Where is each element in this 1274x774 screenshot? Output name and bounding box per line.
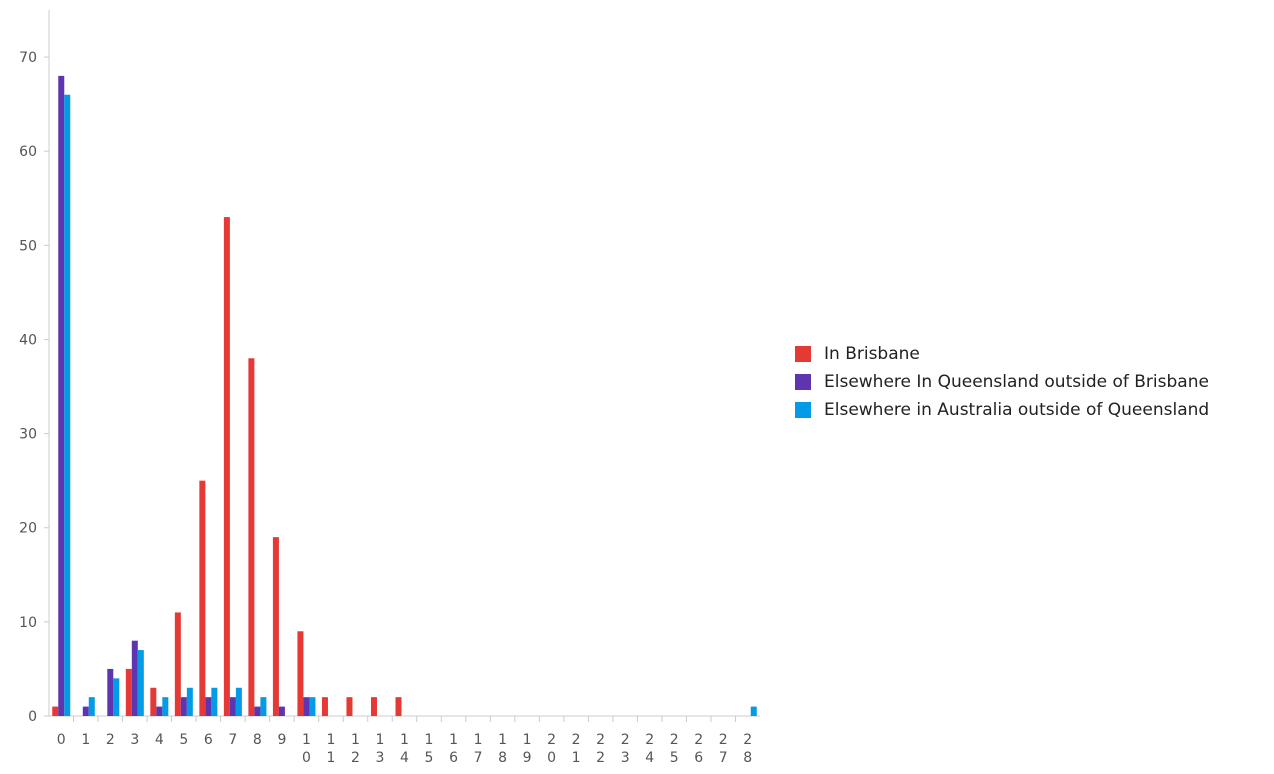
y-tick-label: 70 [19,50,37,66]
bar [150,687,157,716]
bar [58,75,65,717]
bar [248,358,255,716]
bar [260,697,267,716]
y-tick-label: 40 [19,332,37,348]
legend-label: Elsewhere In Queensland outside of Brisb… [824,372,1209,392]
legend-label: Elsewhere in Australia outside of Queens… [824,400,1210,420]
bar [174,612,181,716]
x-tick-label: 4 [155,732,164,748]
bar [750,706,757,716]
bar [297,631,304,716]
x-tick-label: 3 [130,732,139,748]
x-axis: 0 1 2 3 4 5 6 7 8 9 1 01 11 21 31 41 51 61 71 81 92 02 12 22 32 4… [49,715,760,766]
legend-label: In Brisbane [824,344,920,364]
bar [113,678,120,716]
x-tick-label: 1 [81,732,90,748]
legend-item-elsewhere-queensland[interactable]: Elsewhere In Queensland outside of Brisb… [795,368,1209,396]
bar [180,697,187,716]
legend: In Brisbane Elsewhere In Queensland outs… [795,340,1209,424]
bar [205,697,212,716]
legend-item-elsewhere-australia[interactable]: Elsewhere in Australia outside of Queens… [795,396,1209,424]
bar [162,697,169,716]
bar [223,217,230,717]
bar [186,687,193,716]
bar [370,697,377,716]
y-tick-label: 10 [19,615,37,631]
bar [107,668,114,716]
x-tick-label: 5 [179,732,188,748]
legend-swatch [795,402,811,418]
x-tick-label: 0 [57,732,66,748]
bar [131,640,138,716]
bar [235,687,242,716]
bar [199,480,206,716]
bar [82,706,89,716]
y-tick-label: 0 [28,709,37,725]
bar [395,697,402,716]
y-tick-label: 20 [19,521,37,537]
legend-swatch [795,374,811,390]
bar [321,697,328,716]
bar [156,706,163,716]
x-tick-label: 6 [204,732,213,748]
x-tick-label: 2 [106,732,115,748]
bar [88,697,95,716]
x-tick-label: 9 [277,732,286,748]
bar [52,706,59,716]
bars [52,75,757,717]
x-tick-label: 8 [253,732,262,748]
bar [137,650,144,716]
bar [309,697,316,716]
legend-swatch [795,346,811,362]
y-tick-label: 50 [19,238,37,254]
bar [125,668,132,716]
bar [346,697,353,716]
bar [229,697,236,716]
bar [278,706,285,716]
y-axis: 0 10 20 30 40 50 60 70 [19,10,50,725]
x-tick-label: 7 [228,732,237,748]
bar [303,697,310,716]
bar [64,94,71,717]
legend-item-in-brisbane[interactable]: In Brisbane [795,340,1209,368]
y-tick-label: 60 [19,144,37,160]
y-tick-label: 30 [19,427,37,443]
bar [272,537,279,716]
bar [254,706,261,716]
bar [211,687,218,716]
